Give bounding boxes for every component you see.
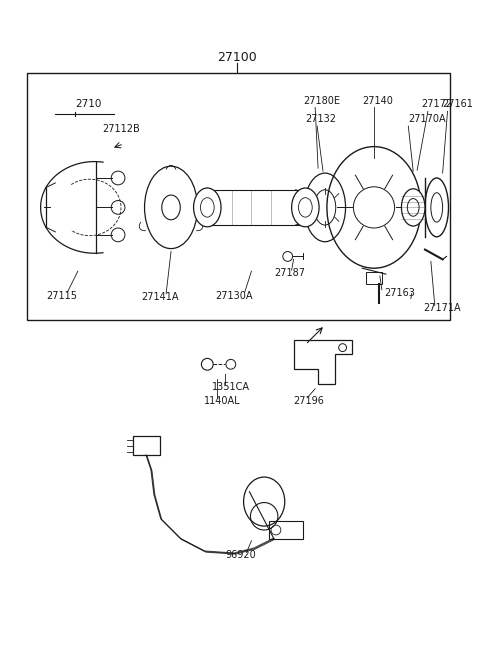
Text: 27161: 27161 [443,99,473,110]
Text: 27171A: 27171A [423,304,461,313]
Text: 27100: 27100 [217,51,257,64]
Ellipse shape [401,189,425,226]
Ellipse shape [193,188,221,227]
Text: 27112B: 27112B [102,124,140,134]
Text: 2710: 2710 [75,99,101,110]
Bar [366,272,382,284]
Text: 27180E: 27180E [303,95,340,106]
Text: 27163: 27163 [384,288,415,298]
Text: 27132: 27132 [305,114,336,124]
Text: 96920: 96920 [225,551,256,560]
Text: 27196: 27196 [294,396,324,405]
Text: 27140: 27140 [362,95,393,106]
Text: 27141A: 27141A [142,292,179,302]
Text: 1140AL: 1140AL [204,396,241,405]
Text: 27130A: 27130A [215,290,252,301]
Ellipse shape [292,188,319,227]
Text: 27172: 27172 [421,99,452,110]
Text: 27170A: 27170A [408,114,446,124]
Text: i: i [410,290,413,301]
Text: 27115: 27115 [47,290,77,301]
Bar [27,73,450,320]
Bar [269,521,303,539]
Bar [133,436,160,455]
Text: 27187: 27187 [274,268,305,278]
Text: 1351CA: 1351CA [212,382,250,392]
